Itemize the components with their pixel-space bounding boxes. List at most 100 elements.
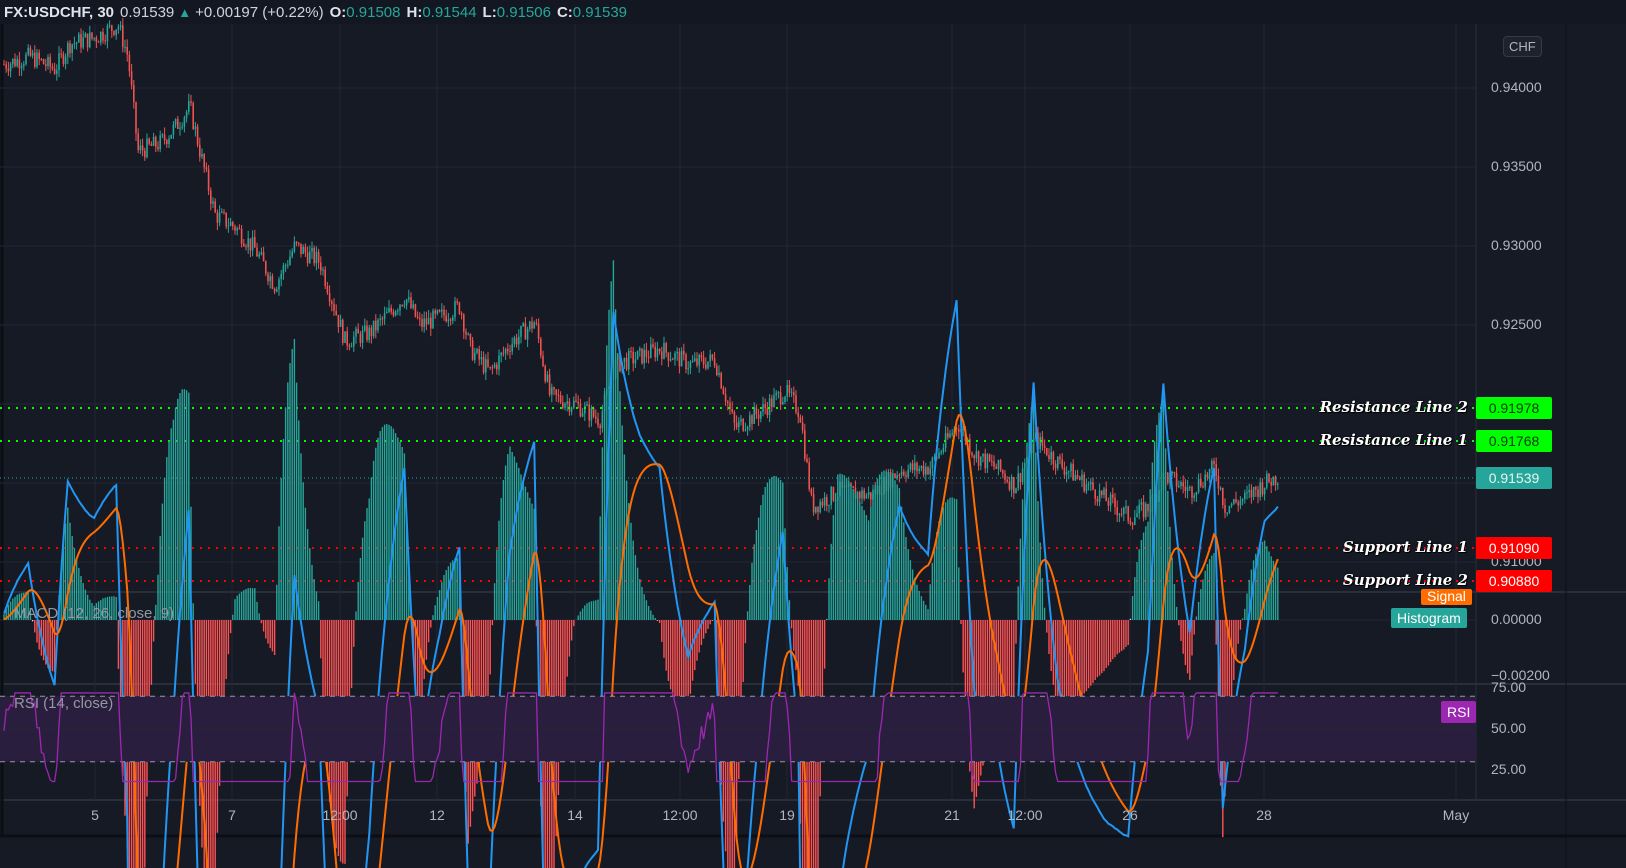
candle-body bbox=[738, 421, 740, 428]
rsi-title[interactable]: RSI (14, close) bbox=[14, 695, 114, 712]
candle-body bbox=[1079, 477, 1081, 480]
candle-body bbox=[218, 212, 221, 223]
candle-body bbox=[826, 496, 828, 506]
candle-body bbox=[469, 333, 472, 341]
candle-body bbox=[1041, 437, 1044, 446]
candle-body bbox=[339, 319, 342, 327]
candle-body bbox=[243, 243, 245, 247]
candle-body bbox=[764, 404, 766, 409]
candle-body bbox=[100, 31, 102, 43]
candle-body bbox=[705, 364, 707, 369]
candle-body bbox=[155, 136, 157, 147]
candle-body bbox=[630, 351, 632, 353]
candle-body bbox=[625, 357, 628, 370]
candle-body bbox=[1274, 476, 1277, 485]
candle-body bbox=[568, 401, 571, 412]
candle-body bbox=[1171, 472, 1173, 474]
candle-body bbox=[665, 343, 667, 353]
candle-body bbox=[1092, 482, 1094, 490]
candle-body bbox=[124, 46, 126, 48]
candle-body bbox=[977, 451, 980, 466]
candle-body bbox=[232, 222, 234, 227]
candle-body bbox=[951, 433, 953, 435]
candle-body bbox=[139, 145, 142, 151]
candle-body bbox=[1127, 506, 1129, 521]
candle-body bbox=[174, 119, 177, 125]
candle-body bbox=[669, 359, 672, 361]
candle-body bbox=[476, 349, 478, 353]
candle-body bbox=[1206, 474, 1209, 478]
candle-body bbox=[229, 222, 232, 226]
candle-body bbox=[487, 359, 489, 367]
candle-body bbox=[71, 44, 73, 54]
candle-body bbox=[1140, 502, 1143, 505]
candle-body bbox=[1184, 486, 1187, 491]
candle-body bbox=[524, 323, 527, 340]
candle-body bbox=[53, 68, 56, 74]
candle-body bbox=[480, 357, 483, 360]
candle-body bbox=[929, 468, 931, 475]
level-label: Support Line 1 bbox=[1342, 538, 1468, 556]
candle-body bbox=[663, 343, 665, 359]
candle-body bbox=[491, 367, 494, 369]
candle-body bbox=[181, 126, 183, 128]
candle-body bbox=[1043, 445, 1046, 448]
candle-body bbox=[551, 387, 553, 395]
candle-body bbox=[515, 337, 518, 345]
candle-body bbox=[518, 336, 520, 345]
candle-body bbox=[14, 58, 16, 67]
macd-title[interactable]: MACD (12, 26, close, 9) bbox=[14, 605, 175, 622]
candle-body bbox=[916, 462, 918, 472]
price-tick-label: 0.93500 bbox=[1491, 158, 1542, 174]
candle-body bbox=[133, 85, 135, 103]
candle-body bbox=[1145, 504, 1147, 518]
candle-body bbox=[375, 320, 377, 331]
candle-body bbox=[1202, 486, 1204, 488]
candle-body bbox=[696, 358, 698, 366]
candle-body bbox=[808, 462, 810, 490]
candle-body bbox=[489, 366, 491, 368]
candle-body bbox=[267, 273, 269, 282]
candle-body bbox=[9, 64, 12, 72]
candle-body bbox=[1070, 463, 1072, 472]
candle-body bbox=[898, 475, 901, 477]
candle-body bbox=[962, 428, 964, 430]
symbol-title[interactable]: FX:USDCHF, 30 bbox=[4, 3, 115, 21]
candle-body bbox=[729, 402, 731, 410]
candle-body bbox=[416, 316, 419, 318]
candle-body bbox=[78, 34, 80, 43]
time-tick-label: 19 bbox=[779, 807, 795, 823]
low-value: 0.91506 bbox=[496, 3, 551, 21]
candle-body bbox=[647, 356, 650, 358]
currency-badge[interactable]: CHF bbox=[1503, 36, 1542, 57]
candle-body bbox=[1096, 498, 1099, 502]
candle-body bbox=[971, 452, 973, 456]
candle-body bbox=[782, 401, 784, 405]
candle-body bbox=[3, 64, 5, 66]
candle-body bbox=[991, 461, 993, 463]
candle-body bbox=[350, 346, 353, 348]
candle-body bbox=[661, 351, 663, 359]
candle-body bbox=[1228, 505, 1231, 513]
candle-body bbox=[982, 453, 984, 457]
candle-body bbox=[1076, 475, 1079, 478]
candle-body bbox=[643, 349, 645, 364]
time-tick-label: 12 bbox=[429, 807, 445, 823]
candle-body bbox=[784, 396, 786, 402]
candle-body bbox=[938, 452, 940, 459]
candle-body bbox=[423, 318, 425, 327]
candle-body bbox=[216, 212, 219, 223]
candle-body bbox=[474, 352, 476, 360]
candle-body bbox=[157, 146, 159, 150]
candle-body bbox=[507, 348, 509, 352]
candle-body bbox=[969, 438, 971, 453]
candle-body bbox=[5, 64, 7, 69]
candle-body bbox=[298, 242, 300, 244]
candle-body bbox=[667, 352, 670, 361]
candle-body bbox=[190, 101, 192, 103]
candle-body bbox=[779, 392, 782, 405]
candle-body bbox=[251, 237, 254, 251]
candle-body bbox=[656, 348, 659, 358]
candle-body bbox=[399, 304, 401, 311]
